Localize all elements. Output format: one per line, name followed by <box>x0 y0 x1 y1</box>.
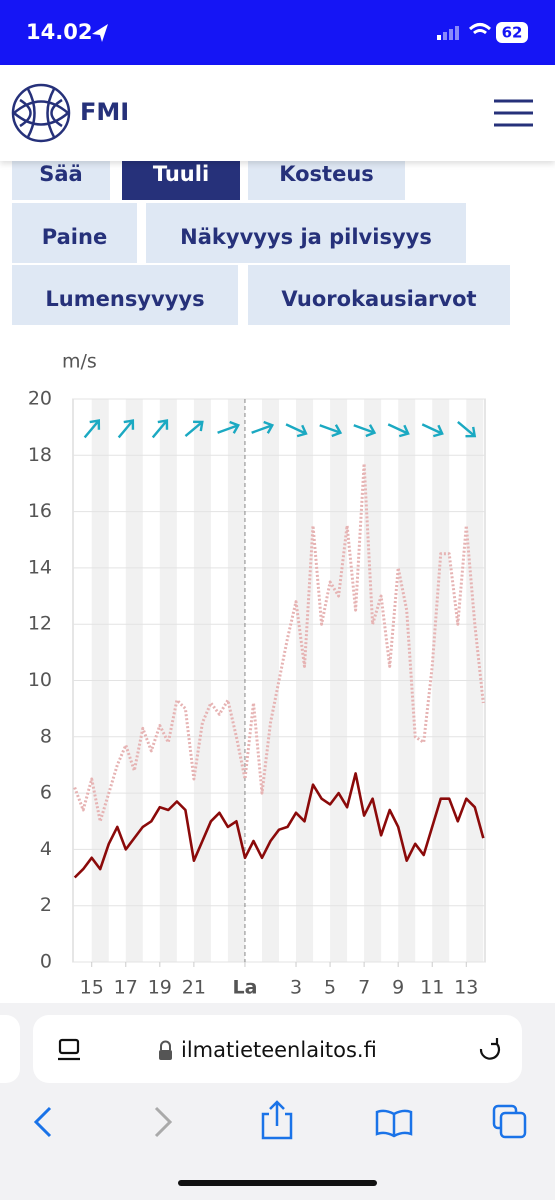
y-tick-label: 16 <box>28 500 52 522</box>
y-tick-label: 10 <box>28 669 52 691</box>
wind-arrow <box>217 420 240 434</box>
tab[interactable] <box>122 155 240 200</box>
x-tick-label: 3 <box>290 977 302 999</box>
y-tick-label: 2 <box>40 894 52 916</box>
tab-label: Näkyvyys ja pilvisyys <box>180 225 432 249</box>
chart: 0 2 4 6 8 10 12 14 16 18 20 15 17 19 21 La 3 5 7 9 11 13 <box>28 388 486 999</box>
home-indicator <box>178 1180 377 1186</box>
wind-arrow <box>285 423 308 438</box>
x-tick-label: La <box>232 977 257 999</box>
lock-icon <box>159 1040 172 1060</box>
x-tick-label: 15 <box>80 977 104 999</box>
tabs-button[interactable] <box>492 1104 527 1139</box>
wind-arrow <box>319 424 343 438</box>
y-tick-label: 6 <box>40 782 52 804</box>
wind-arrow <box>117 419 135 439</box>
y-tick-label: 20 <box>28 388 52 410</box>
location-icon <box>92 24 108 42</box>
wind-arrow <box>353 424 377 438</box>
tab-label: Tuuli <box>153 162 209 186</box>
tab[interactable] <box>12 265 238 325</box>
y-tick-label: 12 <box>28 613 52 635</box>
wind-arrow <box>151 419 169 439</box>
prev-tab[interactable] <box>0 1015 20 1083</box>
reload-button[interactable] <box>479 1038 501 1060</box>
fmi-logo-text[interactable]: FMI <box>80 98 129 126</box>
wind-line <box>73 772 485 879</box>
tab-label: Kosteus <box>279 162 374 186</box>
tab-label: Paine <box>42 225 107 249</box>
header <box>0 65 555 161</box>
wind-arrow <box>387 423 410 438</box>
reader-icon[interactable] <box>58 1038 80 1061</box>
x-tick-label: 17 <box>114 977 138 999</box>
tab[interactable] <box>12 203 137 263</box>
tab-label: Vuorokausiarvot <box>281 287 476 311</box>
wind-arrow <box>184 420 204 437</box>
y-axis-label: m/s <box>62 351 97 373</box>
bookmarks-button[interactable] <box>375 1109 413 1138</box>
x-tick-label: 5 <box>324 977 336 999</box>
back-button[interactable] <box>33 1106 52 1138</box>
y-tick-label: 18 <box>28 444 52 466</box>
x-tick-label: 19 <box>148 977 172 999</box>
address-bar[interactable] <box>33 1015 522 1083</box>
wind-arrow <box>421 423 444 438</box>
tab[interactable] <box>248 265 510 325</box>
menu-button[interactable] <box>494 99 533 127</box>
wind-arrow <box>83 419 101 439</box>
battery-icon <box>496 22 528 43</box>
battery-level: 62 <box>502 24 523 42</box>
x-tick-label: 9 <box>392 977 404 999</box>
fmi-logo-mark <box>11 83 71 143</box>
tab[interactable] <box>146 203 466 263</box>
y-tick-label: 8 <box>40 725 52 747</box>
status-bar <box>0 0 555 65</box>
wind-arrow <box>251 420 275 434</box>
status-time: 14.02 <box>26 20 92 44</box>
x-tick-label: 11 <box>420 977 444 999</box>
gust-line <box>73 462 485 823</box>
url[interactable]: ilmatieteenlaitos.fi <box>181 1038 377 1062</box>
wind-arrow <box>457 421 477 438</box>
forward-button[interactable] <box>154 1106 173 1138</box>
x-tick-label: 21 <box>182 977 206 999</box>
y-tick-label: 14 <box>28 556 52 578</box>
share-button[interactable] <box>261 1100 293 1140</box>
y-tick-label: 0 <box>40 951 52 973</box>
y-tick-label: 4 <box>40 838 52 860</box>
tabs: Sää Tuuli Kosteus Paine Näkyvyys ja pilvisyy… <box>12 155 510 325</box>
wifi-icon <box>468 23 492 35</box>
x-tick-label: 13 <box>454 977 478 999</box>
tab-label: Lumensyvyys <box>45 287 204 311</box>
tab[interactable] <box>248 155 405 200</box>
tab[interactable] <box>12 155 110 200</box>
tab-label: Sää <box>39 162 82 186</box>
signal-icon <box>437 26 459 40</box>
x-tick-label: 7 <box>358 977 370 999</box>
